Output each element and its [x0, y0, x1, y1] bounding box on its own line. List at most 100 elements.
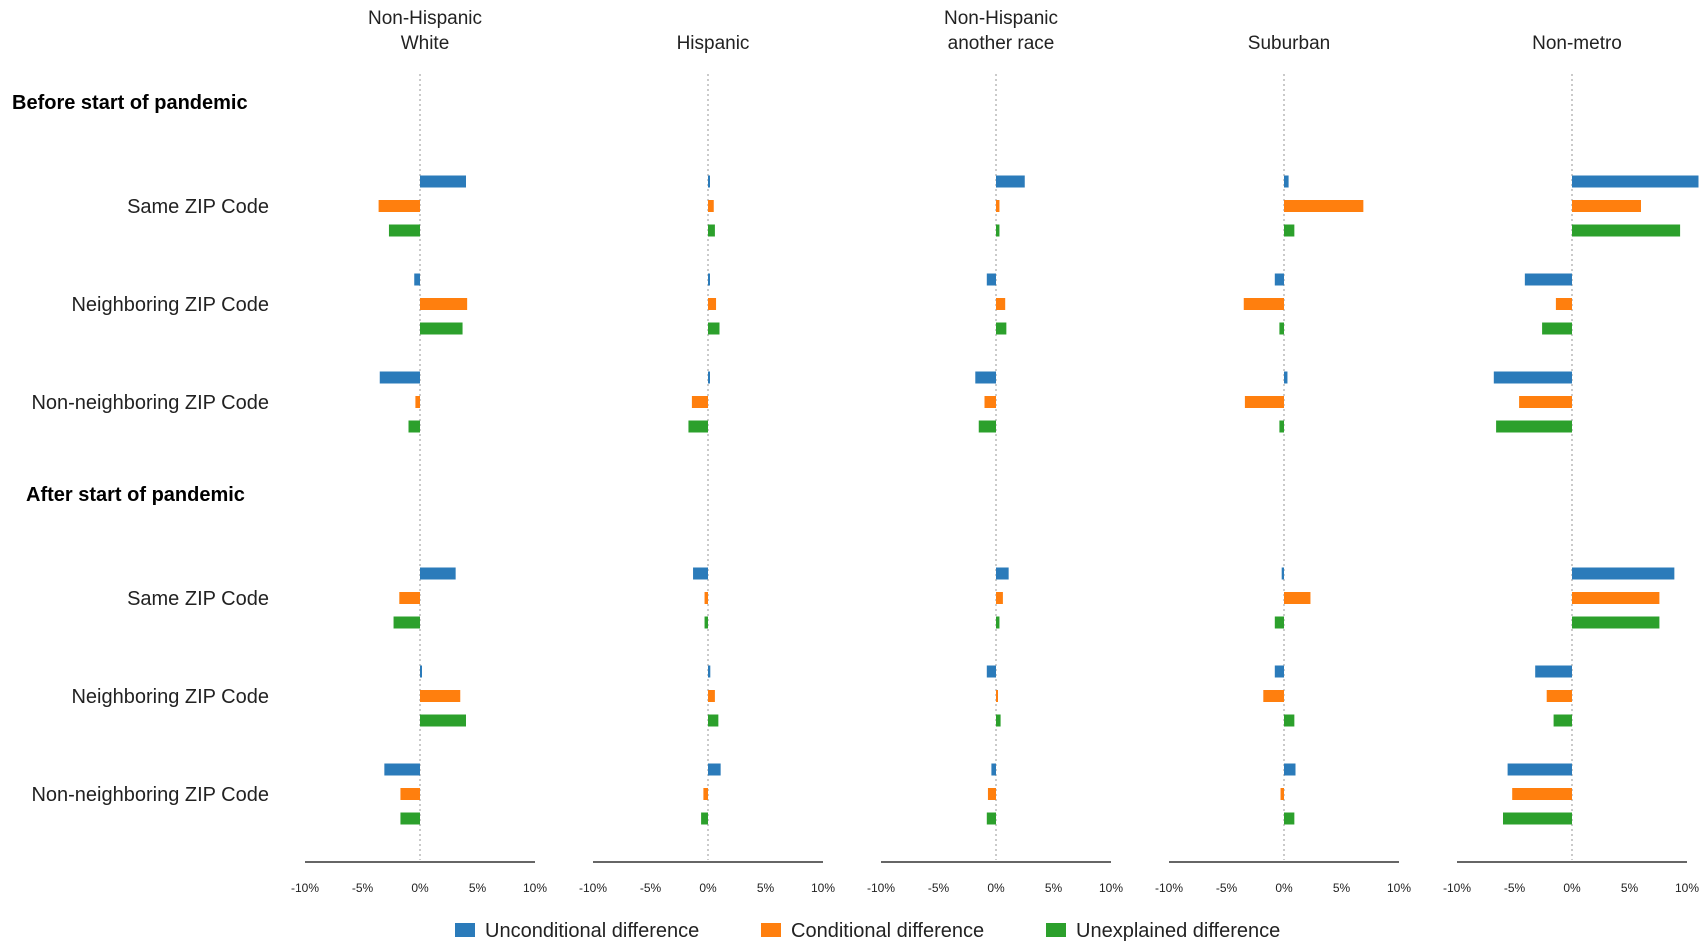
bar-conditional-difference — [1243, 298, 1284, 310]
row-label: Same ZIP Code — [127, 196, 269, 218]
bar-conditional-difference — [987, 788, 996, 800]
x-tick-label: 5% — [1333, 881, 1351, 895]
bar-unconditional-difference — [693, 567, 708, 580]
bar-unexplained-difference — [393, 616, 420, 629]
x-tick-label: 0% — [1563, 881, 1581, 895]
row-label: Same ZIP Code — [127, 588, 269, 610]
bar-unexplained-difference — [996, 224, 1000, 237]
x-tick-label: -10% — [579, 881, 607, 895]
bar-unconditional-difference — [1284, 175, 1289, 188]
bar-unconditional-difference — [708, 665, 711, 678]
bar-unexplained-difference — [1503, 812, 1572, 825]
bar-conditional-difference — [1519, 396, 1572, 408]
row-label: Neighboring ZIP Code — [71, 686, 269, 708]
bar-conditional-difference — [1572, 200, 1641, 212]
bar-unexplained-difference — [420, 322, 463, 335]
bar-conditional-difference — [708, 690, 715, 702]
bar-unexplained-difference — [1284, 224, 1295, 237]
bar-conditional-difference — [1284, 200, 1364, 212]
bar-unconditional-difference — [1274, 273, 1284, 286]
section-title: Before start of pandemic — [12, 92, 248, 114]
x-tick-label: 0% — [411, 881, 429, 895]
bar-unexplained-difference — [708, 322, 720, 335]
x-tick-label: -10% — [291, 881, 319, 895]
panel-title: White — [401, 33, 450, 54]
panel-title: Non-Hispanic — [944, 8, 1058, 29]
bar-conditional-difference — [400, 788, 420, 800]
bar-conditional-difference — [1555, 298, 1572, 310]
bar-unexplained-difference — [408, 420, 420, 433]
bar-unexplained-difference — [1572, 616, 1660, 629]
bar-conditional-difference — [708, 200, 714, 212]
bar-conditional-difference — [691, 396, 708, 408]
x-tick-label: -5% — [1504, 881, 1526, 895]
x-tick-label: -5% — [640, 881, 662, 895]
bar-unexplained-difference — [688, 420, 708, 433]
x-tick-label: -10% — [1155, 881, 1183, 895]
row-label: Non-neighboring ZIP Code — [31, 392, 269, 414]
bar-conditional-difference — [378, 200, 420, 212]
bar-unexplained-difference — [1279, 420, 1284, 433]
row-label: Non-neighboring ZIP Code — [31, 784, 269, 806]
bar-unconditional-difference — [1507, 763, 1572, 776]
x-tick-label: 5% — [1621, 881, 1639, 895]
bar-unexplained-difference — [400, 812, 420, 825]
bar-unexplained-difference — [388, 224, 420, 237]
bar-unconditional-difference — [1572, 567, 1675, 580]
x-tick-label: 10% — [1387, 881, 1411, 895]
bar-unexplained-difference — [1542, 322, 1572, 335]
legend-swatch — [455, 923, 475, 937]
bar-unconditional-difference — [420, 567, 456, 580]
x-tick-label: 5% — [469, 881, 487, 895]
bar-conditional-difference — [703, 788, 708, 800]
x-tick-label: 10% — [1099, 881, 1123, 895]
x-tick-label: 0% — [1275, 881, 1293, 895]
bar-unexplained-difference — [996, 616, 1000, 629]
x-tick-label: -10% — [1443, 881, 1471, 895]
bar-conditional-difference — [420, 690, 461, 702]
bar-unexplained-difference — [1284, 714, 1295, 727]
bar-conditional-difference — [1263, 690, 1284, 702]
bar-unconditional-difference — [1284, 763, 1296, 776]
bar-conditional-difference — [996, 200, 1000, 212]
bar-unexplained-difference — [978, 420, 996, 433]
bar-unconditional-difference — [986, 273, 996, 286]
bar-conditional-difference — [1244, 396, 1284, 408]
bar-unconditional-difference — [708, 273, 710, 286]
bar-conditional-difference — [399, 592, 420, 604]
x-tick-label: -5% — [352, 881, 374, 895]
x-tick-label: 0% — [699, 881, 717, 895]
bar-unconditional-difference — [986, 665, 996, 678]
bar-conditional-difference — [1512, 788, 1572, 800]
x-tick-label: 10% — [811, 881, 835, 895]
row-label: Neighboring ZIP Code — [71, 294, 269, 316]
bar-unexplained-difference — [986, 812, 996, 825]
panel-title: Non-Hispanic — [368, 8, 482, 29]
bar-unconditional-difference — [414, 273, 420, 286]
bar-unexplained-difference — [704, 616, 708, 629]
panel-title: Suburban — [1248, 33, 1330, 54]
bar-unexplained-difference — [1279, 322, 1284, 335]
x-tick-label: 5% — [1045, 881, 1063, 895]
panel-title: another race — [948, 33, 1055, 54]
bar-unconditional-difference — [420, 665, 422, 678]
bar-unconditional-difference — [1524, 273, 1572, 286]
bar-conditional-difference — [1572, 592, 1660, 604]
bar-unconditional-difference — [1284, 371, 1288, 384]
x-tick-label: 5% — [757, 881, 775, 895]
bar-unexplained-difference — [1274, 616, 1284, 629]
bar-unexplained-difference — [1553, 714, 1572, 727]
bar-conditional-difference — [996, 690, 998, 702]
bar-unexplained-difference — [1496, 420, 1572, 433]
x-tick-label: 10% — [1675, 881, 1699, 895]
bar-conditional-difference — [415, 396, 420, 408]
bar-conditional-difference — [984, 396, 996, 408]
bar-unconditional-difference — [379, 371, 420, 384]
bar-conditional-difference — [1280, 788, 1284, 800]
bar-unexplained-difference — [1572, 224, 1681, 237]
bar-unconditional-difference — [384, 763, 420, 776]
bar-unexplained-difference — [701, 812, 708, 825]
bar-unconditional-difference — [1493, 371, 1572, 384]
x-tick-label: 10% — [523, 881, 547, 895]
